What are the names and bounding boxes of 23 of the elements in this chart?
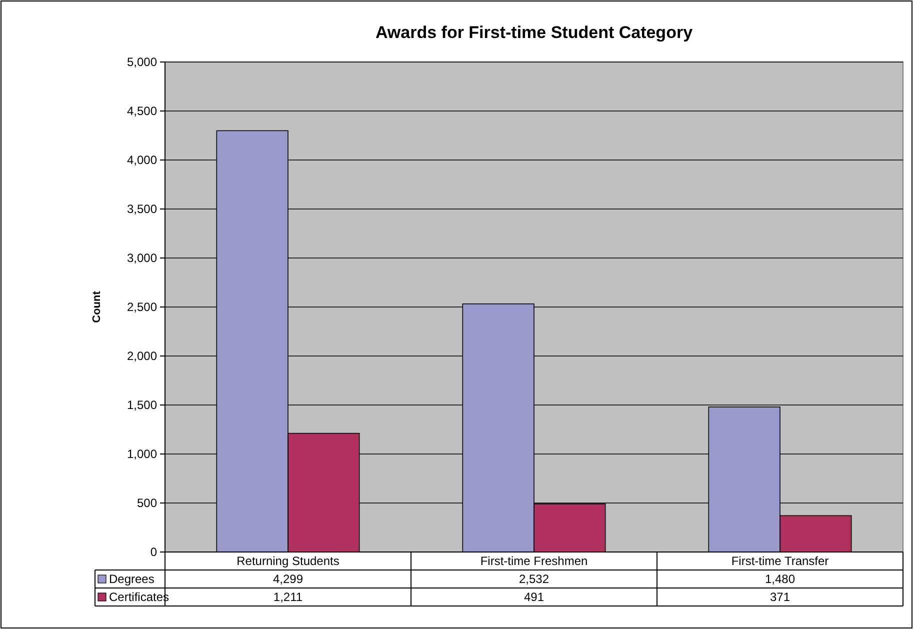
data-label: 1,211	[273, 590, 303, 604]
y-tick-label: 4,500	[126, 104, 158, 118]
x-tick-label: First-time Transfer	[731, 554, 829, 568]
y-tick-label: 3,000	[126, 251, 158, 266]
y-tick-label: 2,000	[126, 349, 158, 364]
y-tick-label: 4,000	[126, 153, 158, 168]
chart-title: Awards for First-time Student Category	[375, 23, 694, 42]
data-label: 371	[770, 590, 790, 604]
y-tick-label: 2,500	[126, 300, 158, 314]
y-tick-label: 3,500	[126, 202, 158, 216]
data-label: 1,480	[764, 572, 796, 586]
x-tick-label: First-time Freshmen	[480, 554, 588, 568]
data-label: 2,532	[518, 572, 550, 586]
y-axis-title: Count	[91, 290, 103, 323]
y-tick-label: 1,500	[126, 398, 158, 412]
data-label: 4,299	[272, 572, 304, 586]
y-tick-label: 1,000	[126, 447, 158, 462]
legend-label: Degrees	[109, 572, 154, 586]
y-tick-label: 0	[150, 545, 158, 560]
x-tick-label: Returning Students	[236, 554, 340, 568]
data-label: 491	[524, 590, 544, 604]
y-tick-label: 500	[136, 496, 158, 510]
y-tick-label: 5,000	[126, 55, 158, 70]
